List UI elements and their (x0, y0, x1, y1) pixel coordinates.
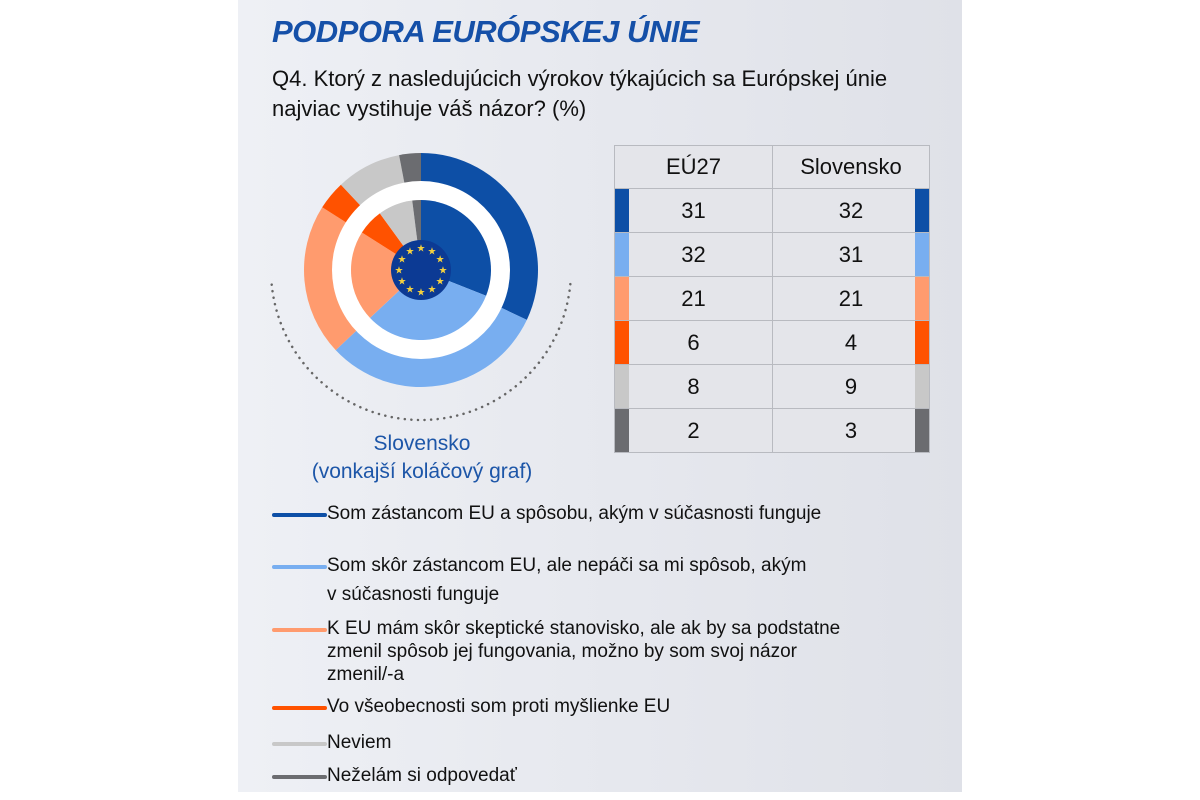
eu27-slice-2 (351, 232, 421, 318)
eu27-value: 31 (614, 188, 773, 233)
legend-label-line: K EU mám skôr skeptické stanovisko, ale … (327, 618, 841, 639)
legend-label-line: Neželám si odpovedať (327, 765, 517, 786)
legend-item: Vo všeobecnosti som proti myšlienke EU (272, 695, 670, 718)
color-strip (615, 321, 629, 364)
eu27-value: 21 (614, 276, 773, 321)
legend-label: K EU mám skôr skeptické stanovisko, ale … (327, 617, 840, 686)
legend-swatch (272, 742, 327, 746)
value-text: 6 (687, 329, 700, 355)
star-icon: ★ (397, 255, 406, 266)
values-table: EÚ27 Slovensko 31 32 32 31 21 21 6 4 8 9 2 3 (614, 145, 930, 453)
color-strip (915, 409, 929, 452)
eu27-value: 8 (614, 364, 773, 409)
value-text: 21 (838, 285, 864, 311)
star-icon: ★ (406, 285, 415, 296)
color-strip (915, 321, 929, 364)
slovensko-value: 31 (772, 232, 930, 277)
question-text: Q4. Ktorý z nasledujúcich výrokov týkajú… (272, 66, 888, 121)
star-icon: ★ (397, 277, 406, 288)
legend-item: Neviem (272, 731, 391, 754)
color-strip (615, 277, 629, 320)
star-icon: ★ (406, 246, 415, 257)
legend-swatch (272, 565, 327, 569)
legend-label-line: zmenil spôsob jej fungovania, možno by s… (327, 641, 797, 662)
legend-label-line: zmenil/-a (327, 664, 405, 685)
legend-item: Som zástancom EU a spôsobu, akým v súčas… (272, 502, 821, 525)
legend-swatch (272, 706, 327, 710)
star-icon: ★ (439, 266, 448, 277)
table-row: 21 21 (614, 276, 930, 321)
color-strip (615, 409, 629, 452)
color-strip (615, 189, 629, 232)
legend-label-line: Som skôr zástancom EU, ale nepáči sa mi … (327, 555, 807, 576)
legend-item: K EU mám skôr skeptické stanovisko, ale … (272, 617, 840, 686)
legend-swatch (272, 628, 327, 632)
legend-swatch (272, 513, 327, 517)
legend-label: Neviem (327, 731, 391, 754)
legend-label-line: Neviem (327, 732, 392, 753)
value-text: 32 (838, 197, 864, 223)
pie-label: Slovensko (vonkajší koláčový graf) (262, 430, 582, 486)
pie-label-subtitle: (vonkajší koláčový graf) (311, 460, 533, 483)
color-strip (915, 365, 929, 408)
eu27-value: 2 (614, 408, 773, 453)
value-text: 31 (838, 241, 864, 267)
legend-swatch (272, 775, 327, 779)
eu27-slice-1 (369, 270, 487, 340)
value-text: 9 (844, 373, 858, 399)
table-row: 31 32 (614, 188, 930, 233)
legend-item: Som skôr zástancom EU, ale nepáči sa mi … (272, 554, 806, 606)
star-icon: ★ (417, 288, 426, 299)
eu-flag-icon: ★ ★★★★★★★★★★★ (391, 240, 451, 300)
pie-label-title: Slovensko (373, 432, 471, 455)
dotted-arc (270, 282, 572, 422)
slovensko-value: 4 (772, 320, 930, 365)
eu27-value: 6 (614, 320, 773, 365)
slovensko-value: 32 (772, 188, 930, 233)
slovensko-value: 21 (772, 276, 930, 321)
star-icon: ★ (417, 244, 426, 255)
legend-label-line: Som zástancom EU a spôsobu, akým v súčas… (327, 503, 822, 524)
legend-label-line: v súčasnosti funguje (327, 584, 500, 605)
legend-item: Neželám si odpovedať (272, 764, 517, 787)
eu27-value: 32 (614, 232, 773, 277)
donut-chart: ★ ★★★★★★★★★★★ (270, 153, 572, 422)
legend-label: Vo všeobecnosti som proti myšlienke EU (327, 695, 670, 718)
legend-label: Som zástancom EU a spôsobu, akým v súčas… (327, 502, 821, 525)
color-strip (915, 233, 929, 276)
value-text: 21 (681, 285, 706, 311)
value-text: 3 (844, 417, 858, 443)
color-strip (915, 277, 929, 320)
color-strip (615, 233, 629, 276)
header-eu27: EÚ27 (614, 145, 773, 189)
legend-label: Neželám si odpovedať (327, 764, 517, 787)
value-text: 32 (681, 241, 706, 267)
table-row: 32 31 (614, 232, 930, 277)
star-icon: ★ (428, 246, 437, 257)
chart-title: PODPORA EURÓPSKEJ ÚNIE (272, 14, 700, 49)
value-text: 4 (844, 329, 858, 355)
slovensko-value: 3 (772, 408, 930, 453)
value-text: 2 (687, 417, 700, 443)
value-text: 31 (681, 197, 706, 223)
legend-label-line: Vo všeobecnosti som proti myšlienke EU (327, 696, 671, 717)
value-text: 8 (687, 373, 700, 399)
legend-label: Som skôr zástancom EU, ale nepáči sa mi … (327, 554, 806, 606)
star-icon: ★ (436, 277, 445, 288)
color-strip (915, 189, 929, 232)
star-icon: ★ (395, 266, 404, 277)
header-slovensko: Slovensko (772, 145, 930, 189)
star-icon: ★ (436, 255, 445, 266)
star-icon: ★ (428, 285, 437, 296)
slovensko-value: 9 (772, 364, 930, 409)
inner-pie-eu27 (351, 200, 491, 340)
color-strip (615, 365, 629, 408)
